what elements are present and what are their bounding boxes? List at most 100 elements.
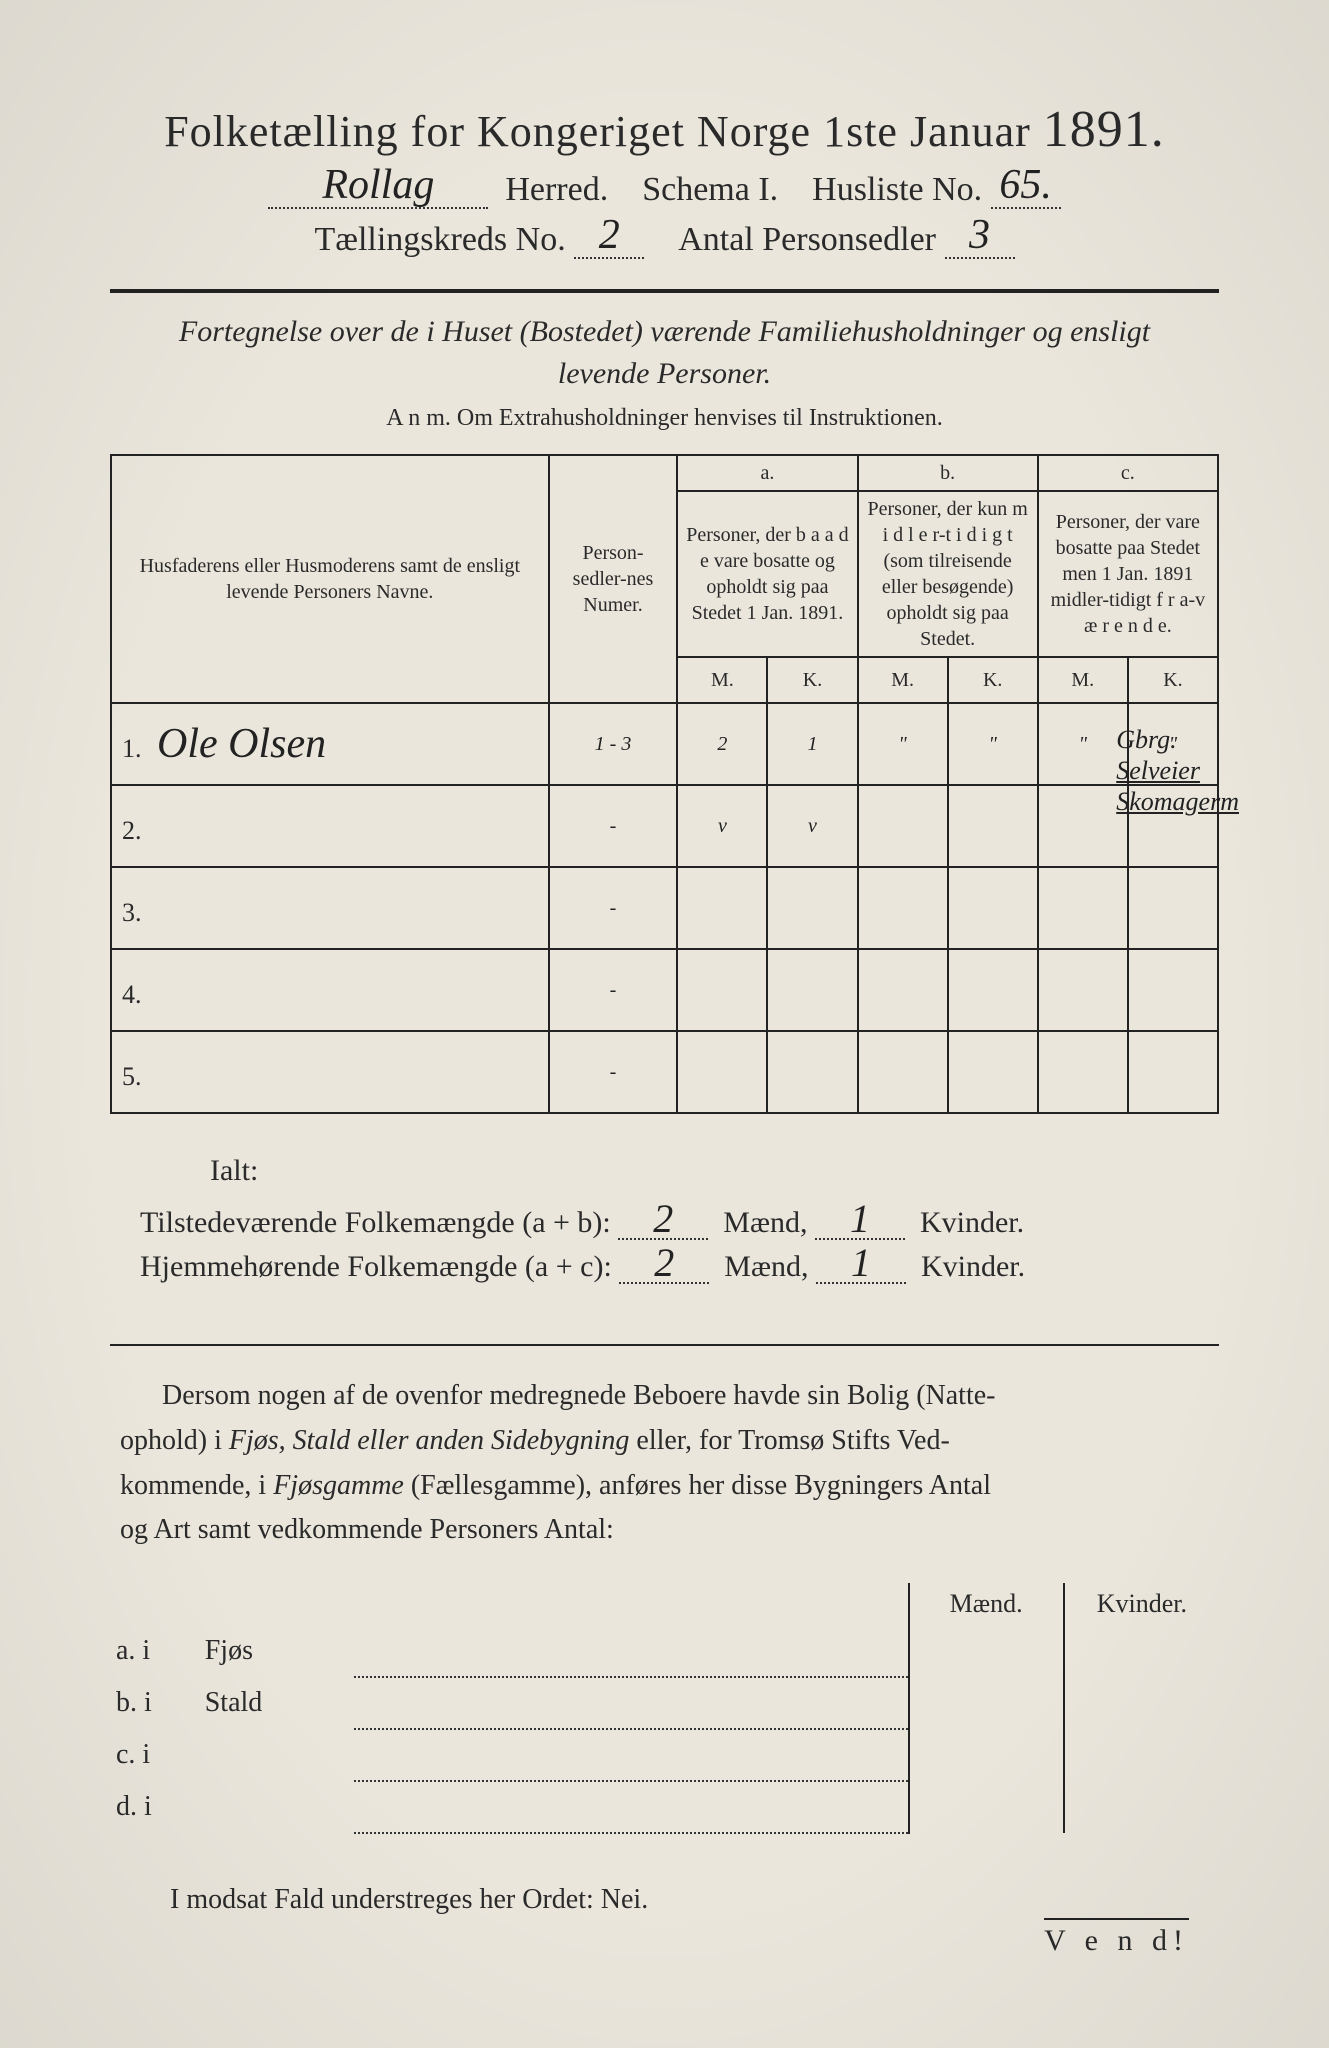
col-name-text: Husfaderens eller Husmoderens samt de en…	[140, 555, 520, 603]
bldg-dots	[354, 1625, 909, 1677]
herred-field: Rollag	[268, 173, 488, 209]
cell-bK	[948, 867, 1038, 949]
husliste-label: Husliste No.	[812, 171, 982, 208]
col-c: Personer, der vare bosatte paa Stedet me…	[1038, 491, 1218, 657]
bldg-type: Fjøs	[199, 1625, 354, 1677]
margin-note: Gbrg. Selveier Skomagerm	[1116, 724, 1239, 818]
kreds-label: Tællingskreds No.	[315, 221, 566, 258]
schema-label: Schema I.	[642, 171, 778, 208]
bldg-type: Stald	[199, 1677, 354, 1729]
cell-aK	[767, 949, 857, 1031]
bldg-head-k: Kvinder.	[1064, 1583, 1219, 1625]
subtitle: Fortegnelse over de i Huset (Bostedet) v…	[110, 311, 1219, 395]
hjemme-k-field: 1	[816, 1252, 906, 1284]
census-table: Husfaderens eller Husmoderens samt de en…	[110, 454, 1219, 1114]
cell-num: 1 - 3	[549, 703, 678, 785]
table-row: 3. -	[111, 867, 1218, 949]
table-row: 4. -	[111, 949, 1218, 1031]
cell-aM	[677, 867, 767, 949]
para-l4: og Art samt vedkommende Personers Antal:	[120, 1514, 614, 1545]
table-row: 5. -	[111, 1031, 1218, 1113]
rule-1	[110, 289, 1219, 293]
cell-bK	[948, 785, 1038, 867]
bldg-dots	[354, 1781, 909, 1833]
cell-bM	[858, 1031, 948, 1113]
para-l3b: Fjøsgamme	[273, 1470, 404, 1501]
anm-note: A n m. Om Extrahusholdninger henvises ti…	[110, 405, 1219, 432]
name-cell: 1. Ole Olsen	[111, 703, 549, 785]
husliste-field: 65.	[991, 173, 1061, 209]
name-cell: 3.	[111, 867, 549, 949]
cell-aK: v	[767, 785, 857, 867]
col-num: Person-sedler-nes Numer.	[549, 455, 678, 703]
tilstede-k: 1	[815, 1195, 905, 1242]
tilstede-k-field: 1	[815, 1208, 905, 1240]
para-l2a: ophold) i	[120, 1425, 229, 1456]
margin-note-l2: Selveier	[1116, 756, 1200, 785]
cell-aM	[677, 1031, 767, 1113]
cell-aM	[677, 949, 767, 1031]
antal-field: 3	[945, 223, 1015, 259]
margin-note-l1: Gbrg.	[1116, 725, 1176, 754]
kreds-value: 2	[574, 211, 644, 259]
bldg-lab: b. i	[110, 1677, 199, 1729]
cell-cM	[1038, 949, 1128, 1031]
antal-label: Antal Personsedler	[678, 221, 936, 258]
tilstede-label: Tilstedeværende Folkemængde (a + b):	[140, 1206, 611, 1239]
vend-label: V e n d!	[1044, 1918, 1189, 1958]
cell-num: -	[549, 867, 678, 949]
cell-num: -	[549, 949, 678, 1031]
census-form-page: Folketælling for Kongeriget Norge 1ste J…	[0, 0, 1329, 2048]
bldg-row: a. iFjøs	[110, 1625, 1219, 1677]
antal-value: 3	[945, 211, 1015, 259]
col-b-head: b.	[858, 455, 1038, 491]
bldg-m	[909, 1625, 1064, 1677]
name-cell: 2.	[111, 785, 549, 867]
cell-bM	[858, 867, 948, 949]
cell-bM	[858, 785, 948, 867]
maend-label-2: Mænd,	[724, 1250, 808, 1283]
kvinder-label-2: Kvinder.	[921, 1250, 1025, 1283]
bldg-k	[1064, 1625, 1219, 1677]
bldg-k	[1064, 1781, 1219, 1833]
bldg-k	[1064, 1677, 1219, 1729]
cell-cK	[1128, 1031, 1218, 1113]
bldg-m	[909, 1729, 1064, 1781]
cell-bK	[948, 1031, 1038, 1113]
title-text: Folketælling for Kongeriget Norge 1ste J…	[164, 107, 1031, 156]
hjemme-m: 2	[619, 1239, 709, 1286]
bldg-lab: c. i	[110, 1729, 199, 1781]
margin-note-l3: Skomagerm	[1116, 787, 1239, 816]
name-cell: 5.	[111, 1031, 549, 1113]
cell-aM: 2	[677, 703, 767, 785]
bldg-type	[199, 1781, 354, 1833]
herred-value: Rollag	[268, 161, 488, 209]
cell-cK	[1128, 867, 1218, 949]
cell-bK: "	[948, 703, 1038, 785]
cell-aM: v	[677, 785, 767, 867]
bldg-head-row: Mænd. Kvinder.	[110, 1583, 1219, 1625]
subtitle-l1: Fortegnelse over de i Huset (Bostedet) v…	[179, 315, 1150, 348]
bldg-body: a. iFjøsb. iStaldc. id. i	[110, 1625, 1219, 1833]
maend-label-1: Mænd,	[723, 1206, 807, 1239]
cell-cM	[1038, 785, 1128, 867]
col-name: Husfaderens eller Husmoderens samt de en…	[111, 455, 549, 703]
col-a-head: a.	[677, 455, 857, 491]
hjemme-k: 1	[816, 1239, 906, 1286]
kreds-field: 2	[574, 223, 644, 259]
cell-num: -	[549, 1031, 678, 1113]
bldg-row: b. iStald	[110, 1677, 1219, 1729]
hjemme-m-field: 2	[619, 1252, 709, 1284]
a-m: M.	[677, 657, 767, 703]
husliste-value: 65.	[991, 161, 1061, 209]
header-row-1: Rollag Herred. Schema I. Husliste No. 65…	[110, 171, 1219, 209]
bldg-k	[1064, 1729, 1219, 1781]
bldg-lab: a. i	[110, 1625, 199, 1677]
b-k: K.	[948, 657, 1038, 703]
cell-bM	[858, 949, 948, 1031]
kvinder-label-1: Kvinder.	[920, 1206, 1024, 1239]
cell-cM	[1038, 1031, 1128, 1113]
bldg-type	[199, 1729, 354, 1781]
col-num-text: Person-sedler-nes Numer.	[573, 542, 654, 616]
cell-bK	[948, 949, 1038, 1031]
